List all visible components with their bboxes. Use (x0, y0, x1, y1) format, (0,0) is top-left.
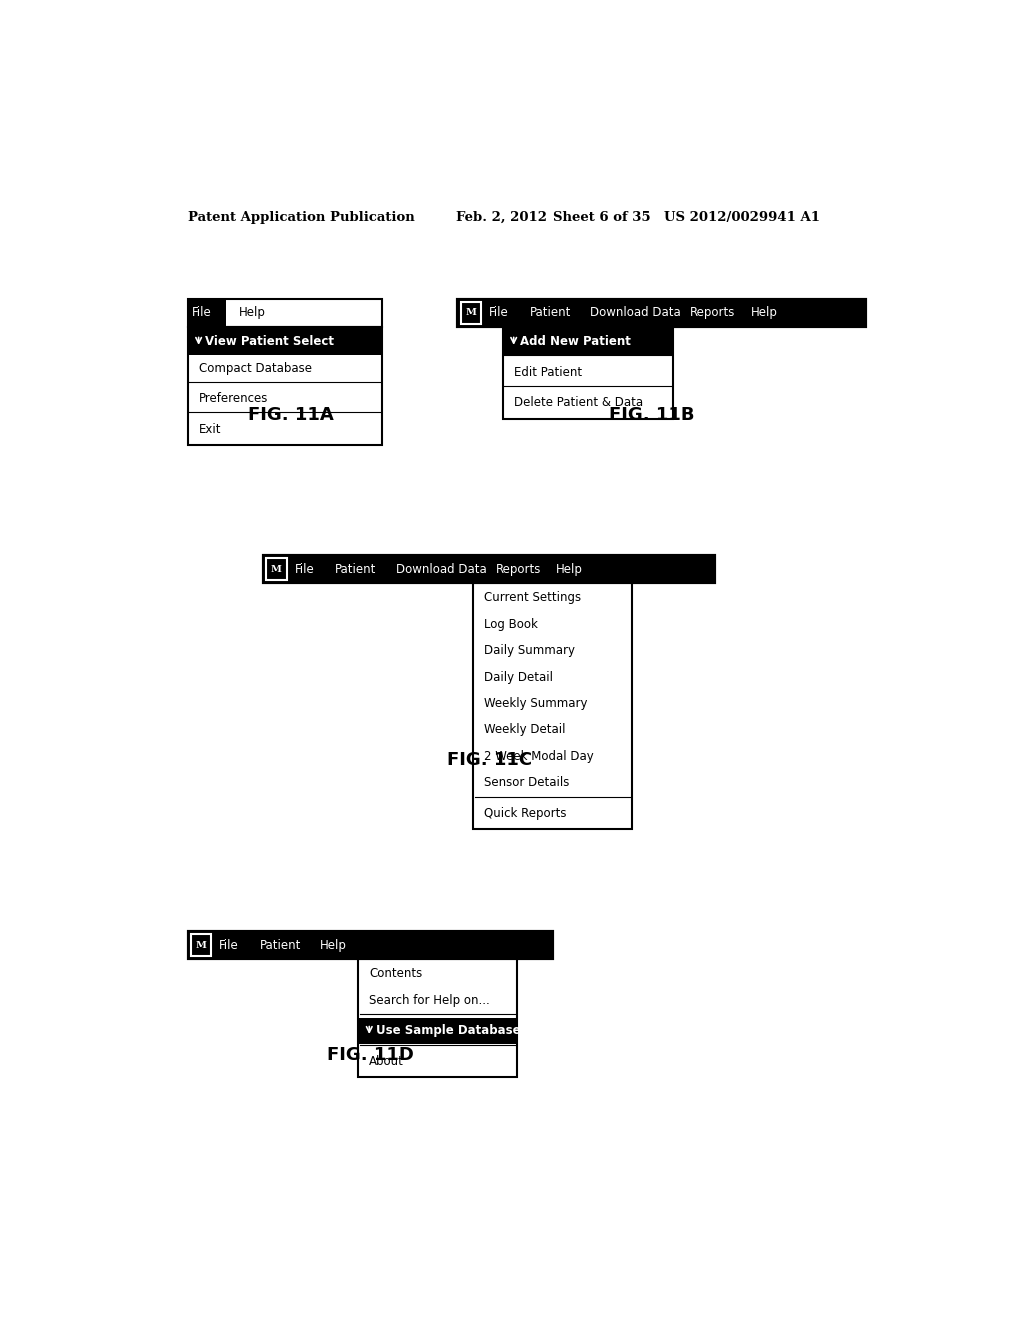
Text: File: File (193, 306, 212, 319)
Text: File: File (489, 306, 509, 319)
Bar (187, 931, 553, 960)
Text: M: M (465, 309, 476, 317)
Text: Log Book: Log Book (484, 618, 539, 631)
Text: Feb. 2, 2012: Feb. 2, 2012 (456, 211, 547, 224)
Text: Delete Patient & Data: Delete Patient & Data (514, 396, 643, 409)
Bar (187, 298, 225, 327)
Bar (458, 298, 866, 327)
Text: Help: Help (556, 562, 583, 576)
Text: Help: Help (751, 306, 777, 319)
Text: About: About (370, 1055, 404, 1068)
Bar (503, 327, 673, 418)
Text: Add New Patient: Add New Patient (520, 335, 631, 348)
Text: FIG. 11A: FIG. 11A (248, 405, 334, 424)
Text: Patent Application Publication: Patent Application Publication (187, 211, 415, 224)
Text: US 2012/0029941 A1: US 2012/0029941 A1 (664, 211, 819, 224)
Text: Exit: Exit (199, 422, 221, 436)
Text: Reports: Reports (690, 306, 735, 319)
Bar (187, 327, 382, 445)
Text: Current Settings: Current Settings (484, 591, 582, 605)
Bar (187, 931, 553, 960)
Text: FIG. 11B: FIG. 11B (609, 405, 694, 424)
Text: Use Sample Database: Use Sample Database (376, 1024, 520, 1038)
Text: M: M (271, 565, 282, 573)
Text: Sensor Details: Sensor Details (484, 776, 569, 789)
Text: Contents: Contents (370, 968, 423, 981)
Bar (461, 302, 481, 325)
Text: Quick Reports: Quick Reports (484, 807, 567, 820)
Text: Reports: Reports (496, 562, 541, 576)
Text: File: File (295, 562, 314, 576)
Text: Download Data: Download Data (395, 562, 486, 576)
Text: Search for Help on...: Search for Help on... (370, 994, 490, 1007)
Text: File: File (219, 939, 239, 952)
Text: Patient: Patient (335, 562, 377, 576)
Text: View Patient Select: View Patient Select (205, 335, 334, 348)
Bar (458, 298, 866, 327)
Text: Weekly Summary: Weekly Summary (484, 697, 588, 710)
Text: FIG. 11C: FIG. 11C (446, 751, 531, 770)
Text: Download Data: Download Data (590, 306, 681, 319)
Bar (358, 1018, 517, 1044)
Text: Compact Database: Compact Database (199, 362, 311, 375)
Text: Daily Detail: Daily Detail (484, 671, 553, 684)
Bar (187, 298, 382, 327)
Text: Daily Summary: Daily Summary (484, 644, 575, 657)
Text: 2 Week Modal Day: 2 Week Modal Day (484, 750, 594, 763)
Bar (503, 329, 673, 355)
Text: Patient: Patient (260, 939, 301, 952)
Text: Weekly Detail: Weekly Detail (484, 723, 566, 737)
Text: Edit Patient: Edit Patient (514, 366, 582, 379)
Text: Sheet 6 of 35: Sheet 6 of 35 (553, 211, 650, 224)
Text: Help: Help (239, 306, 265, 319)
Bar (190, 935, 211, 956)
Text: Patient: Patient (529, 306, 571, 319)
Bar (187, 329, 382, 355)
Text: Help: Help (321, 939, 347, 952)
Bar (473, 583, 632, 829)
Text: Preferences: Preferences (199, 392, 268, 405)
Bar (263, 554, 715, 583)
Bar (263, 554, 715, 583)
Bar (266, 558, 287, 581)
Text: M: M (196, 941, 207, 949)
Bar (358, 960, 517, 1077)
Text: FIG. 11D: FIG. 11D (327, 1045, 414, 1064)
